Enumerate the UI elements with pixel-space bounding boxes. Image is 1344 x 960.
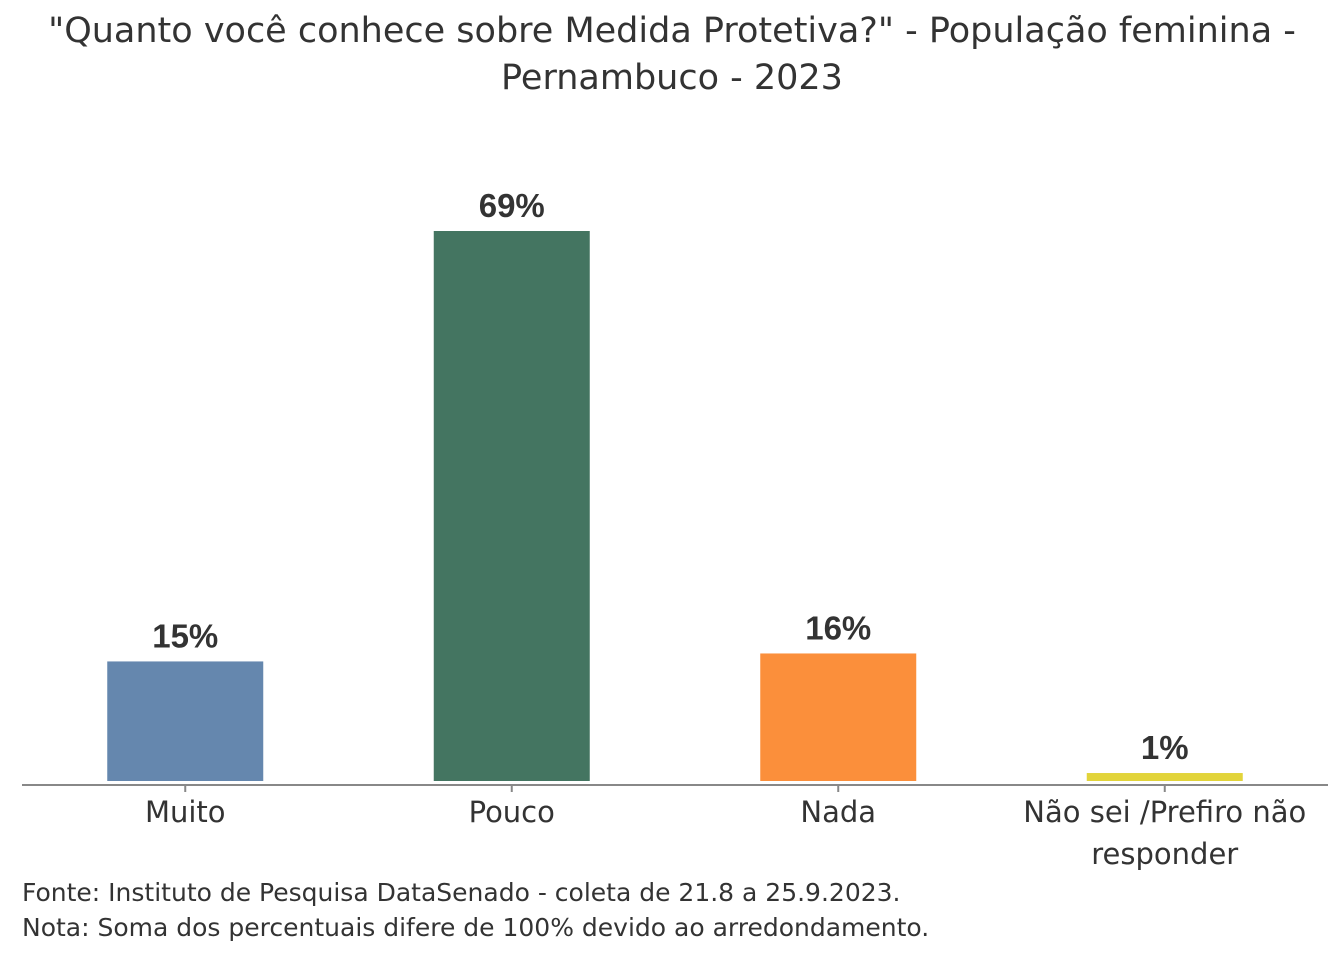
data-label: 69% (479, 187, 545, 224)
source-note: Fonte: Instituto de Pesquisa DataSenado … (22, 878, 901, 907)
bar-1 (107, 661, 264, 781)
bar-2 (433, 231, 590, 781)
bar-4 (1086, 773, 1243, 781)
x-tick-label: responder (1091, 837, 1238, 871)
x-tick-label: Pouco (469, 795, 555, 829)
data-label: 15% (152, 617, 218, 654)
x-tick-label: Nada (800, 795, 876, 829)
data-label: 16% (805, 609, 871, 646)
rounding-note: Nota: Soma dos percentuais difere de 100… (22, 913, 930, 942)
data-label: 1% (1141, 729, 1189, 766)
x-tick-label: Muito (145, 795, 226, 829)
chart-title: "Quanto você conhece sobre Medida Protet… (48, 11, 1296, 98)
x-tick-label: Não sei /Prefiro não (1023, 795, 1306, 829)
bar-3 (760, 653, 917, 781)
